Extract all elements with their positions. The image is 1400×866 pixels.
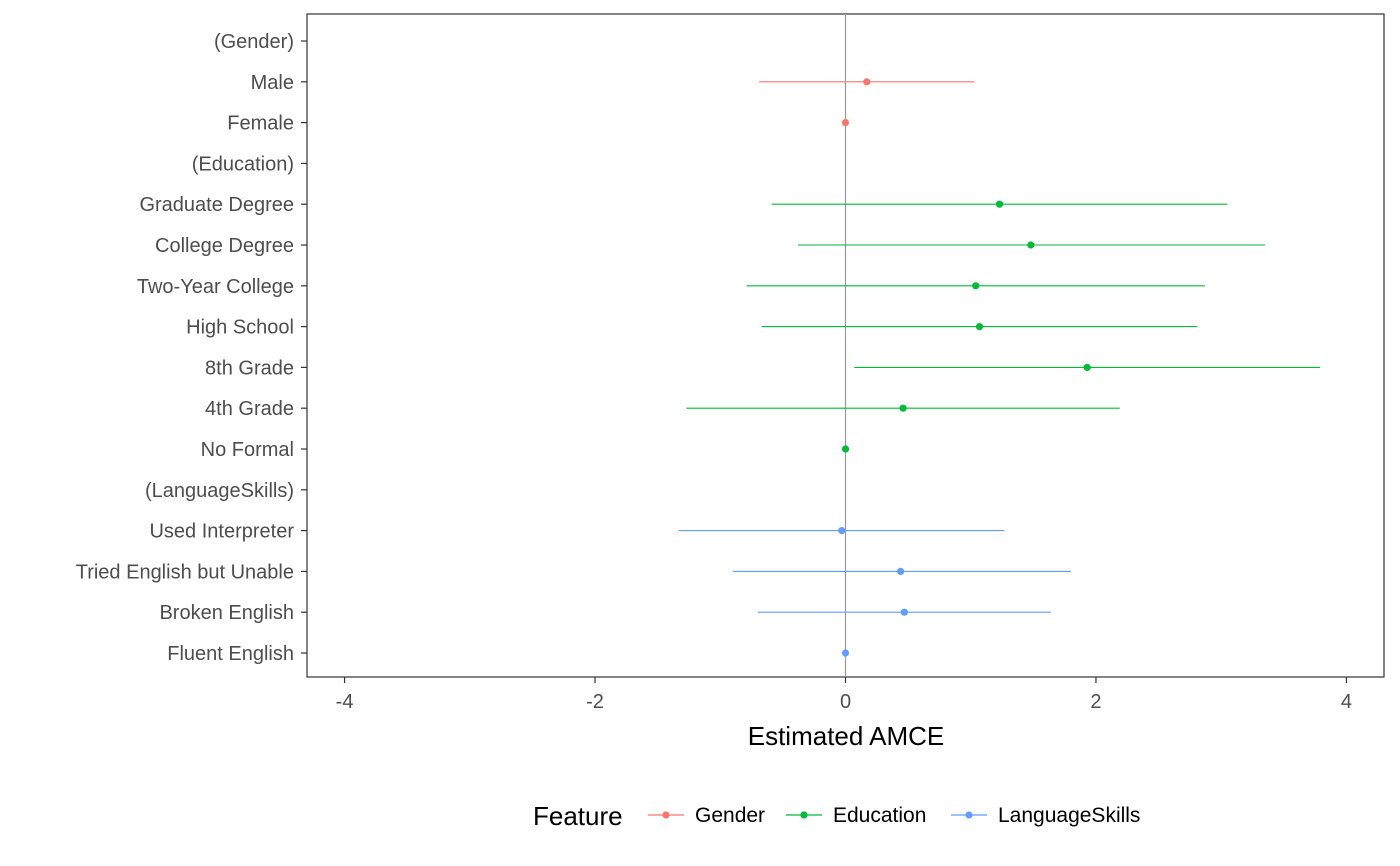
y-tick-label-languageskills: (LanguageSkills): [145, 480, 294, 502]
point-graduate-degree: [995, 200, 1004, 208]
x-axis-title: Estimated AMCE: [748, 721, 945, 751]
y-tick-label-broken-english: Broken English: [159, 602, 294, 624]
x-axis: -4 -2 0 2 4: [336, 677, 1352, 713]
y-tick-label-male: Male: [251, 72, 294, 94]
point-fluent-english: [841, 649, 850, 657]
legend-title: Feature: [533, 801, 623, 831]
y-tick-label-graduate-degree: Graduate Degree: [139, 194, 294, 216]
legend-label-gender: Gender: [695, 804, 765, 827]
point-broken-english: [900, 608, 908, 616]
legend-label-languageskills: LanguageSkills: [998, 804, 1140, 827]
y-axis: (Gender) Male Female (Education) Graduate De…: [76, 31, 307, 665]
y-tick-label-8th-grade: 8th Grade: [205, 357, 294, 379]
y-tick-label-fluent-english: Fluent English: [167, 643, 294, 665]
legend-key-point-gender: [662, 811, 670, 819]
legend: Feature Gender Education LanguageSkills: [533, 801, 1140, 831]
x-tick-label--2: -2: [586, 691, 604, 713]
y-tick-label-two-year-college: Two-Year College: [137, 276, 294, 298]
y-tick-label-tried-english-but-unable: Tried English but Unable: [76, 561, 294, 583]
point-two-year-college: [972, 282, 980, 290]
legend-key-point-education: [800, 811, 808, 819]
y-tick-label-no-formal: No Formal: [201, 439, 294, 461]
x-tick-label--4: -4: [336, 691, 354, 713]
legend-label-education: Education: [833, 804, 926, 827]
point-tried-english-but-unable: [897, 567, 905, 576]
point-male: [863, 78, 871, 86]
point-4th-grade: [899, 404, 907, 412]
legend-key-point-languageskills: [965, 811, 973, 819]
x-tick-label-0: 0: [840, 691, 851, 713]
x-tick-label-2: 2: [1090, 691, 1101, 713]
y-tick-label-4th-grade: 4th Grade: [205, 398, 294, 420]
y-tick-label-high-school: High School: [186, 317, 294, 339]
point-no-formal: [841, 445, 850, 453]
plot-panel: [306, 13, 1385, 678]
point-used-interpreter: [838, 527, 846, 535]
point-female: [841, 119, 850, 127]
point-high-school: [975, 323, 984, 331]
y-tick-label-used-interpreter: Used Interpreter: [149, 521, 294, 543]
y-tick-label-gender: (Gender): [214, 31, 294, 53]
y-tick-label-education: (Education): [192, 153, 294, 175]
y-tick-label-female: Female: [227, 113, 294, 135]
x-tick-label-4: 4: [1341, 691, 1352, 713]
y-tick-label-college-degree: College Degree: [155, 235, 294, 257]
point-8th-grade: [1083, 363, 1091, 371]
point-college-degree: [1027, 241, 1035, 249]
